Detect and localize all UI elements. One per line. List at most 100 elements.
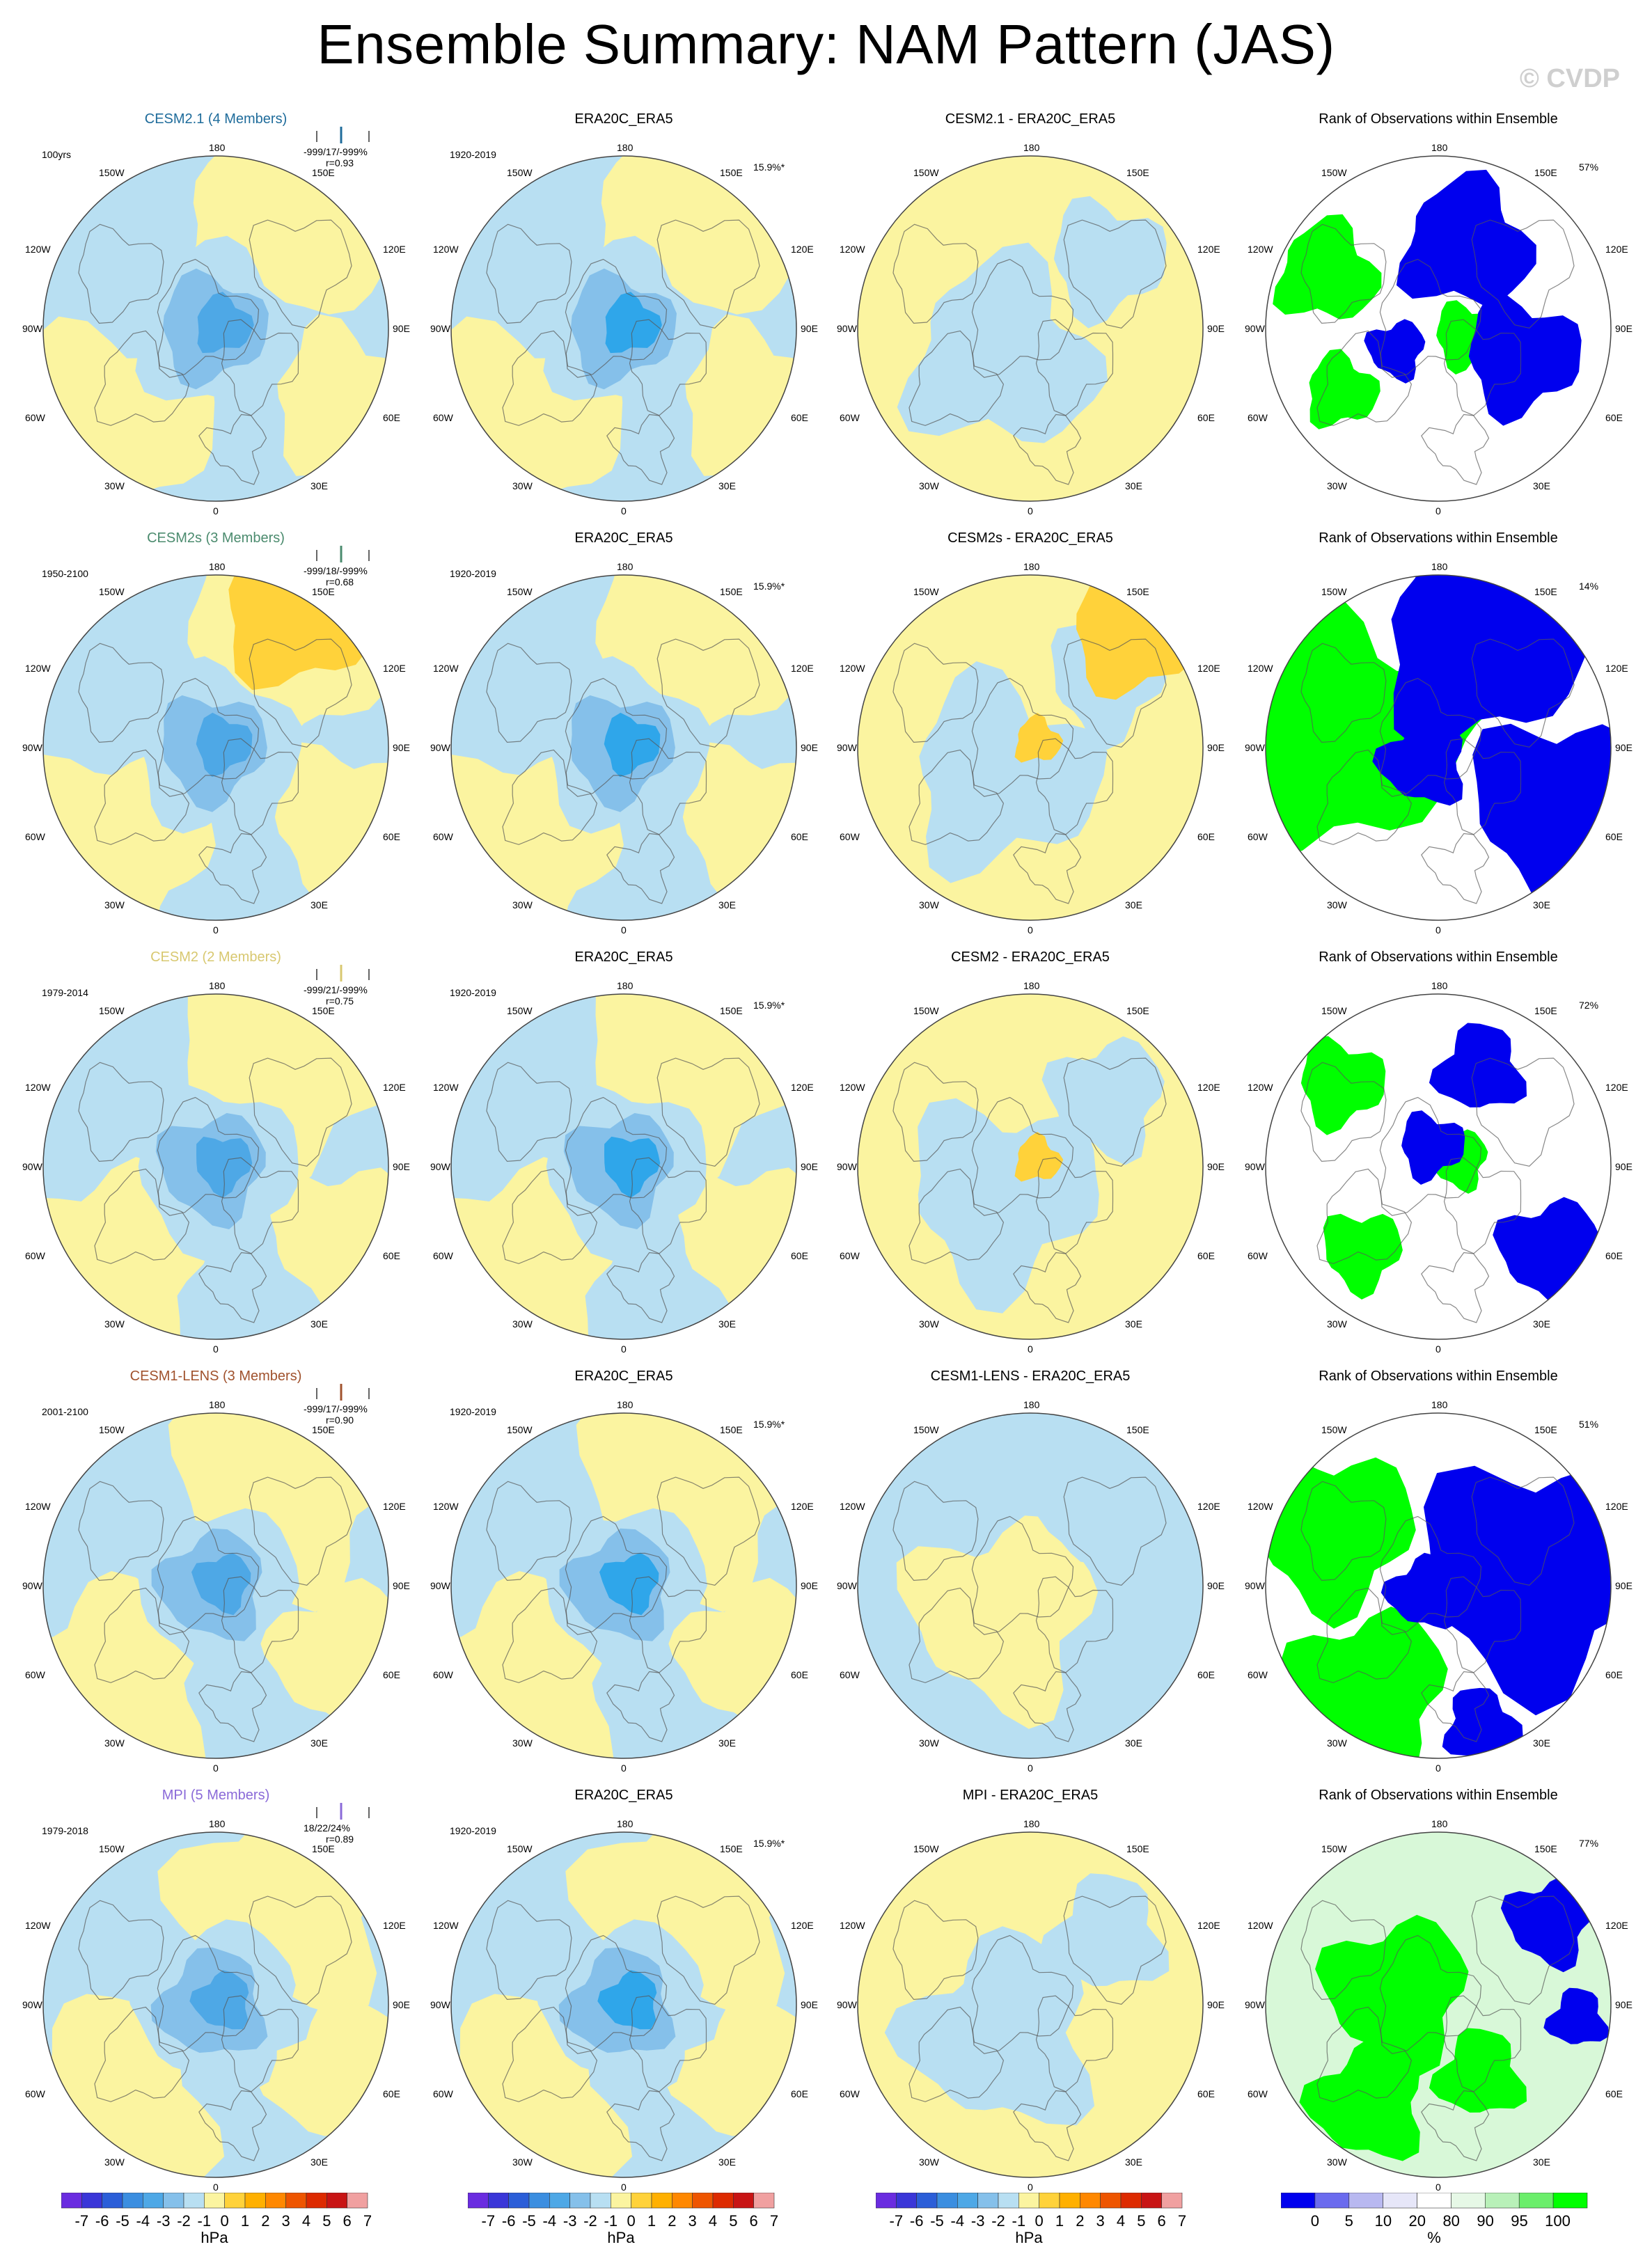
- colorbar-swatch: [692, 2193, 714, 2209]
- map-boundary: [1265, 1831, 1612, 2178]
- lon-label-top: 180: [1023, 980, 1040, 991]
- lon-label-br: 30E: [1125, 899, 1142, 910]
- lon-label-bottom: 0: [213, 2182, 219, 2193]
- colorbar-tick-label: 80: [1442, 2212, 1460, 2230]
- rank-percent: 72%: [1579, 1000, 1599, 1011]
- map-svg: [1265, 155, 1612, 502]
- colorbar-swatch: [916, 2193, 938, 2209]
- colorbar-unit: %: [1427, 2229, 1441, 2246]
- lon-label-lr: 60E: [1197, 412, 1215, 423]
- colorbar-swatch: [1383, 2193, 1417, 2209]
- rank-green-region: [1315, 1914, 1469, 2076]
- colorbar-tick-label: 2: [261, 2212, 270, 2230]
- lon-label-lr: 60E: [791, 412, 808, 423]
- lon-label-lr: 60E: [383, 1250, 400, 1261]
- lon-label-br: 30E: [718, 1318, 736, 1330]
- lon-label-ll: 60W: [25, 1669, 45, 1680]
- colorbar-swatch: [1451, 2193, 1486, 2209]
- lon-label-mr: 90E: [1207, 742, 1225, 753]
- lon-label-br: 30E: [718, 480, 736, 491]
- field-region-blue: [605, 292, 662, 354]
- lon-label-ml: 90W: [1245, 323, 1265, 334]
- lon-label-ur: 120E: [383, 663, 406, 674]
- map-svg: [857, 1831, 1204, 2178]
- lon-label-br: 30E: [718, 899, 736, 910]
- map-svg: [42, 1412, 389, 1759]
- lon-label-mr: 90E: [801, 1580, 818, 1591]
- lon-label-tl: 150W: [913, 1005, 939, 1016]
- lon-label-ll: 60W: [1248, 831, 1268, 842]
- colorbar-swatch: [347, 2193, 368, 2209]
- rank-blue-region: [1396, 169, 1536, 305]
- colorbar-tick-label: -2: [583, 2212, 597, 2230]
- lon-label-ul: 120W: [840, 244, 865, 255]
- lon-label-ll: 60W: [433, 2088, 453, 2099]
- map-svg: [857, 155, 1204, 502]
- lon-label-ml: 90W: [430, 323, 450, 334]
- map-boundary: [857, 993, 1204, 1340]
- colorbar-tick-label: 10: [1374, 2212, 1392, 2230]
- lon-label-br: 30E: [310, 2156, 328, 2168]
- lon-label-bottom: 0: [1435, 1763, 1441, 1774]
- field-region: [1039, 1873, 1170, 1987]
- lon-label-tl: 150W: [99, 167, 125, 178]
- colorbar-swatch: [1161, 2193, 1183, 2209]
- colorbar-swatch: [285, 2193, 307, 2209]
- lon-label-mr: 90E: [1615, 1999, 1633, 2010]
- map-panel-diff: CESM2 - ERA20C_ERA5 180 0 150W 150E 120W 120E 9…: [837, 949, 1225, 1367]
- colorbar-tick-label: -1: [1012, 2212, 1026, 2230]
- colorbar-tick-label: -4: [542, 2212, 557, 2230]
- coastline-overlay: [78, 1895, 352, 2161]
- colorbar-tick-label: 2: [1076, 2212, 1085, 2230]
- field-region: [896, 1515, 1099, 1729]
- lon-label-top: 180: [1431, 142, 1448, 153]
- map-boundary: [857, 155, 1204, 502]
- lon-label-ur: 120E: [1197, 663, 1220, 674]
- lon-label-mr: 90E: [1207, 1161, 1225, 1172]
- panel-title: Rank of Observations within Ensemble: [1319, 1788, 1558, 1803]
- lon-label-top: 180: [1023, 1399, 1040, 1410]
- colorbar-swatch: [488, 2193, 509, 2209]
- obs-years: 1920-2019: [450, 149, 496, 160]
- rank-percent: 51%: [1579, 1419, 1599, 1430]
- model-correlation: r=0.89: [326, 1834, 354, 1845]
- map-svg: [857, 993, 1204, 1340]
- colorbar-swatch: [1141, 2193, 1162, 2209]
- panel-title: MPI (5 Members): [162, 1788, 270, 1803]
- model-correlation: r=0.90: [326, 1414, 354, 1426]
- lon-label-bl: 30W: [919, 899, 939, 910]
- colorbar-tick-label: 2: [668, 2212, 677, 2230]
- map-panel-rank: Rank of Observations within Ensemble 180 0…: [1245, 1369, 1633, 1786]
- map-svg: [42, 155, 389, 502]
- lon-label-bl: 30W: [1327, 1318, 1347, 1330]
- model-years: 100yrs: [42, 149, 72, 160]
- rank-blue-region: [1472, 723, 1611, 911]
- lon-label-ur: 120E: [791, 663, 814, 674]
- colorbar-swatch: [1281, 2193, 1316, 2209]
- lon-label-tl: 150W: [507, 1424, 533, 1435]
- lon-label-ul: 120W: [25, 244, 51, 255]
- lon-label-lr: 60E: [791, 831, 808, 842]
- lon-label-ml: 90W: [837, 1161, 857, 1172]
- map-svg: [1265, 574, 1612, 921]
- colorbar-tick-label: -5: [930, 2212, 944, 2230]
- lon-label-tl: 150W: [507, 167, 533, 178]
- colorbar-swatches: [1281, 2193, 1588, 2209]
- lon-label-ul: 120W: [433, 244, 459, 255]
- coastline-overlay: [486, 1476, 760, 1742]
- field-region-blue: [604, 712, 661, 778]
- lon-label-ll: 60W: [1248, 1250, 1268, 1261]
- colorbar-swatch: [651, 2193, 672, 2209]
- lon-label-ur: 120E: [383, 1082, 406, 1093]
- lon-label-ll: 60W: [840, 1250, 860, 1261]
- lon-label-tl: 150W: [507, 1843, 533, 1854]
- lon-label-top: 180: [1023, 561, 1040, 572]
- colorbar-swatch: [327, 2193, 347, 2209]
- panel-title: CESM1-LENS (3 Members): [129, 1369, 302, 1384]
- rank-green-region: [1273, 214, 1382, 320]
- lon-label-tr: 150E: [312, 167, 335, 178]
- lon-label-top: 180: [1431, 1399, 1448, 1410]
- colorbar-tick-label: 95: [1511, 2212, 1528, 2230]
- coastline-overlay: [486, 1057, 760, 1323]
- model-stats: -999/18/-999%: [304, 565, 368, 576]
